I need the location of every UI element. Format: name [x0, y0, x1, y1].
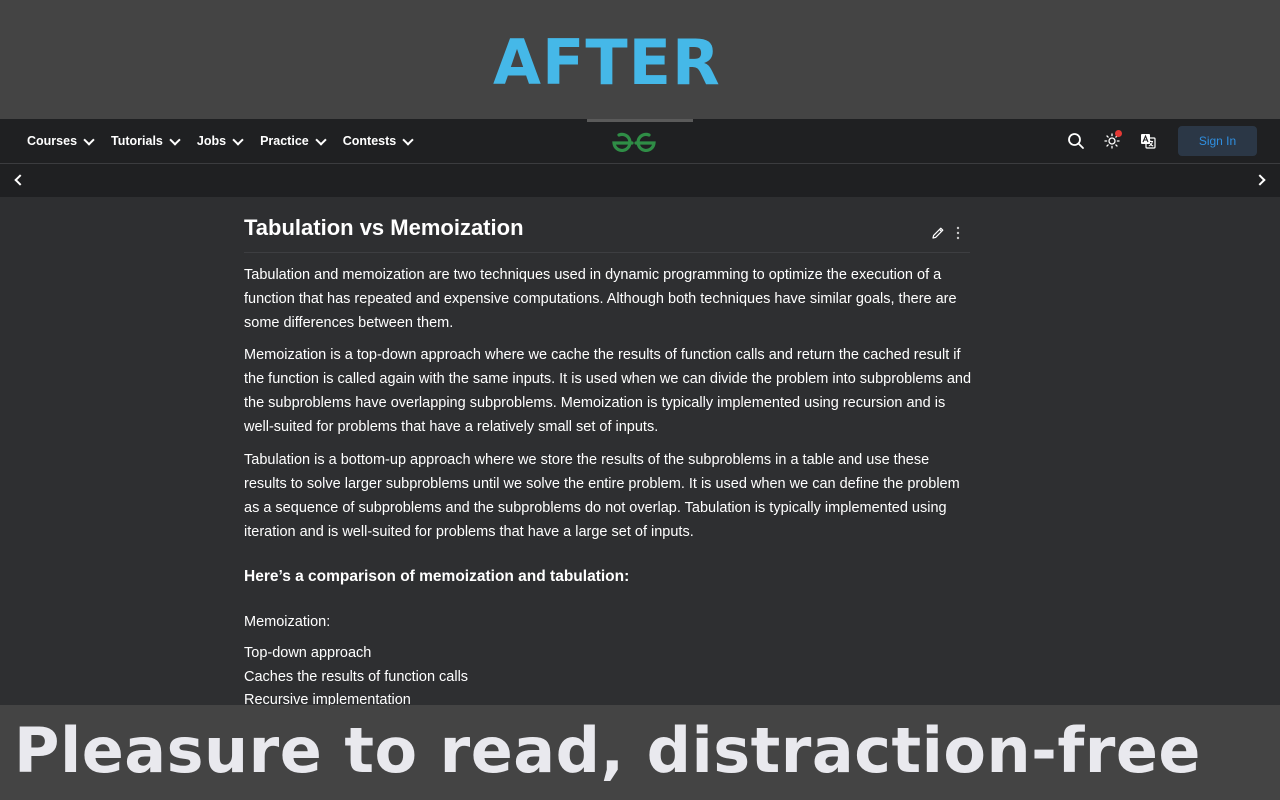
search-icon [1068, 133, 1084, 149]
translate-button[interactable] [1134, 127, 1162, 155]
pencil-icon[interactable] [930, 225, 946, 241]
geeksforgeeks-logo-icon[interactable] [608, 129, 660, 155]
memoization-list: Top-down approach Caches the results of … [244, 642, 468, 705]
chevron-down-icon [232, 133, 244, 146]
paragraph-intro: Tabulation and memoization are two techn… [244, 267, 957, 331]
chevron-left-icon [13, 174, 26, 186]
nav-item-tutorials[interactable]: Tutorials [111, 133, 181, 148]
section-heading: Here’s a comparison of memoization and t… [244, 568, 630, 585]
chevron-down-icon [83, 133, 95, 146]
nav-item-label: Contests [342, 134, 397, 148]
nav-item-label: Practice [260, 134, 309, 148]
browser-screenshot: Courses Tutorials Jobs Practice Contests [0, 119, 1280, 705]
notification-dot [1115, 130, 1122, 137]
chevron-down-icon [315, 133, 327, 146]
scroll-left-button[interactable] [10, 172, 26, 188]
nav-menu: Courses Tutorials Jobs Practice Contests [27, 119, 430, 163]
title-divider [244, 252, 970, 253]
search-button[interactable] [1062, 127, 1090, 155]
site-navbar: Courses Tutorials Jobs Practice Contests [0, 119, 1280, 164]
nav-item-practice[interactable]: Practice [260, 133, 327, 148]
more-vertical-icon[interactable] [954, 225, 962, 241]
chevron-down-icon [169, 133, 181, 146]
list-item: Top-down approach [244, 645, 372, 661]
nav-item-label: Courses [27, 134, 78, 148]
list-item: Caches the results of function calls [244, 668, 469, 685]
memoization-label: Memoization: [244, 614, 331, 630]
nav-item-label: Tutorials [111, 134, 163, 148]
list-item: Recursive implementation [244, 692, 411, 705]
chevron-right-icon [1253, 174, 1266, 186]
nav-item-label: Jobs [196, 134, 227, 148]
nav-item-courses[interactable]: Courses [27, 133, 95, 148]
sub-navigation-bar [0, 164, 1280, 197]
nav-actions: Sign In [1054, 119, 1257, 163]
theme-toggle-button[interactable] [1098, 127, 1126, 155]
paragraph-tabulation: Tabulation is a bottom-up approach where… [244, 452, 960, 540]
sign-in-button[interactable]: Sign In [1178, 126, 1257, 156]
banner-caption: Pleasure to read, distraction-free [14, 714, 1201, 787]
promo-banner-top: AFTER [0, 0, 1280, 120]
chevron-down-icon [402, 133, 414, 146]
scroll-right-button[interactable] [1253, 172, 1269, 188]
promo-banner-bottom: Pleasure to read, distraction-free [0, 705, 1280, 800]
article-title: Tabulation vs Memoization [244, 215, 524, 240]
nav-item-jobs[interactable]: Jobs [196, 133, 244, 148]
translate-icon [1141, 134, 1156, 149]
paragraph-memoization: Memoization is a top-down approach where… [244, 347, 972, 435]
logo-tab-indicator [587, 119, 693, 122]
banner-title: AFTER [493, 26, 721, 99]
nav-item-contests[interactable]: Contests [342, 133, 414, 148]
